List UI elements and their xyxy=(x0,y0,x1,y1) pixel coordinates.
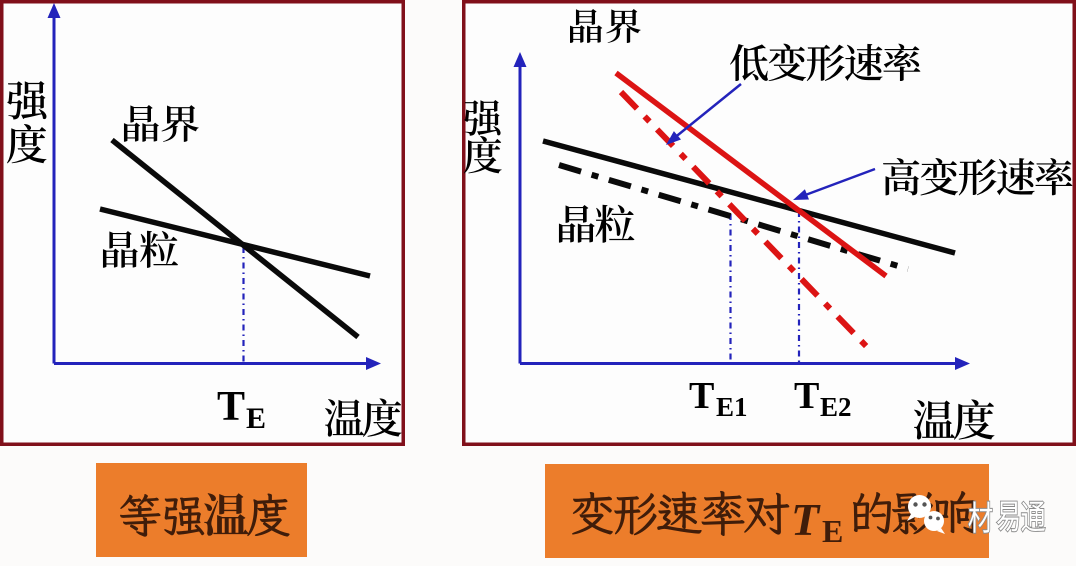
svg-text:E: E xyxy=(822,513,843,549)
svg-text:T: T xyxy=(689,375,714,417)
svg-text:E1: E1 xyxy=(716,392,748,422)
svg-text:T: T xyxy=(794,375,819,417)
svg-text:E2: E2 xyxy=(820,392,852,422)
svg-text:T: T xyxy=(791,494,821,545)
svg-text:E: E xyxy=(246,402,266,435)
svg-text:T: T xyxy=(217,384,245,430)
